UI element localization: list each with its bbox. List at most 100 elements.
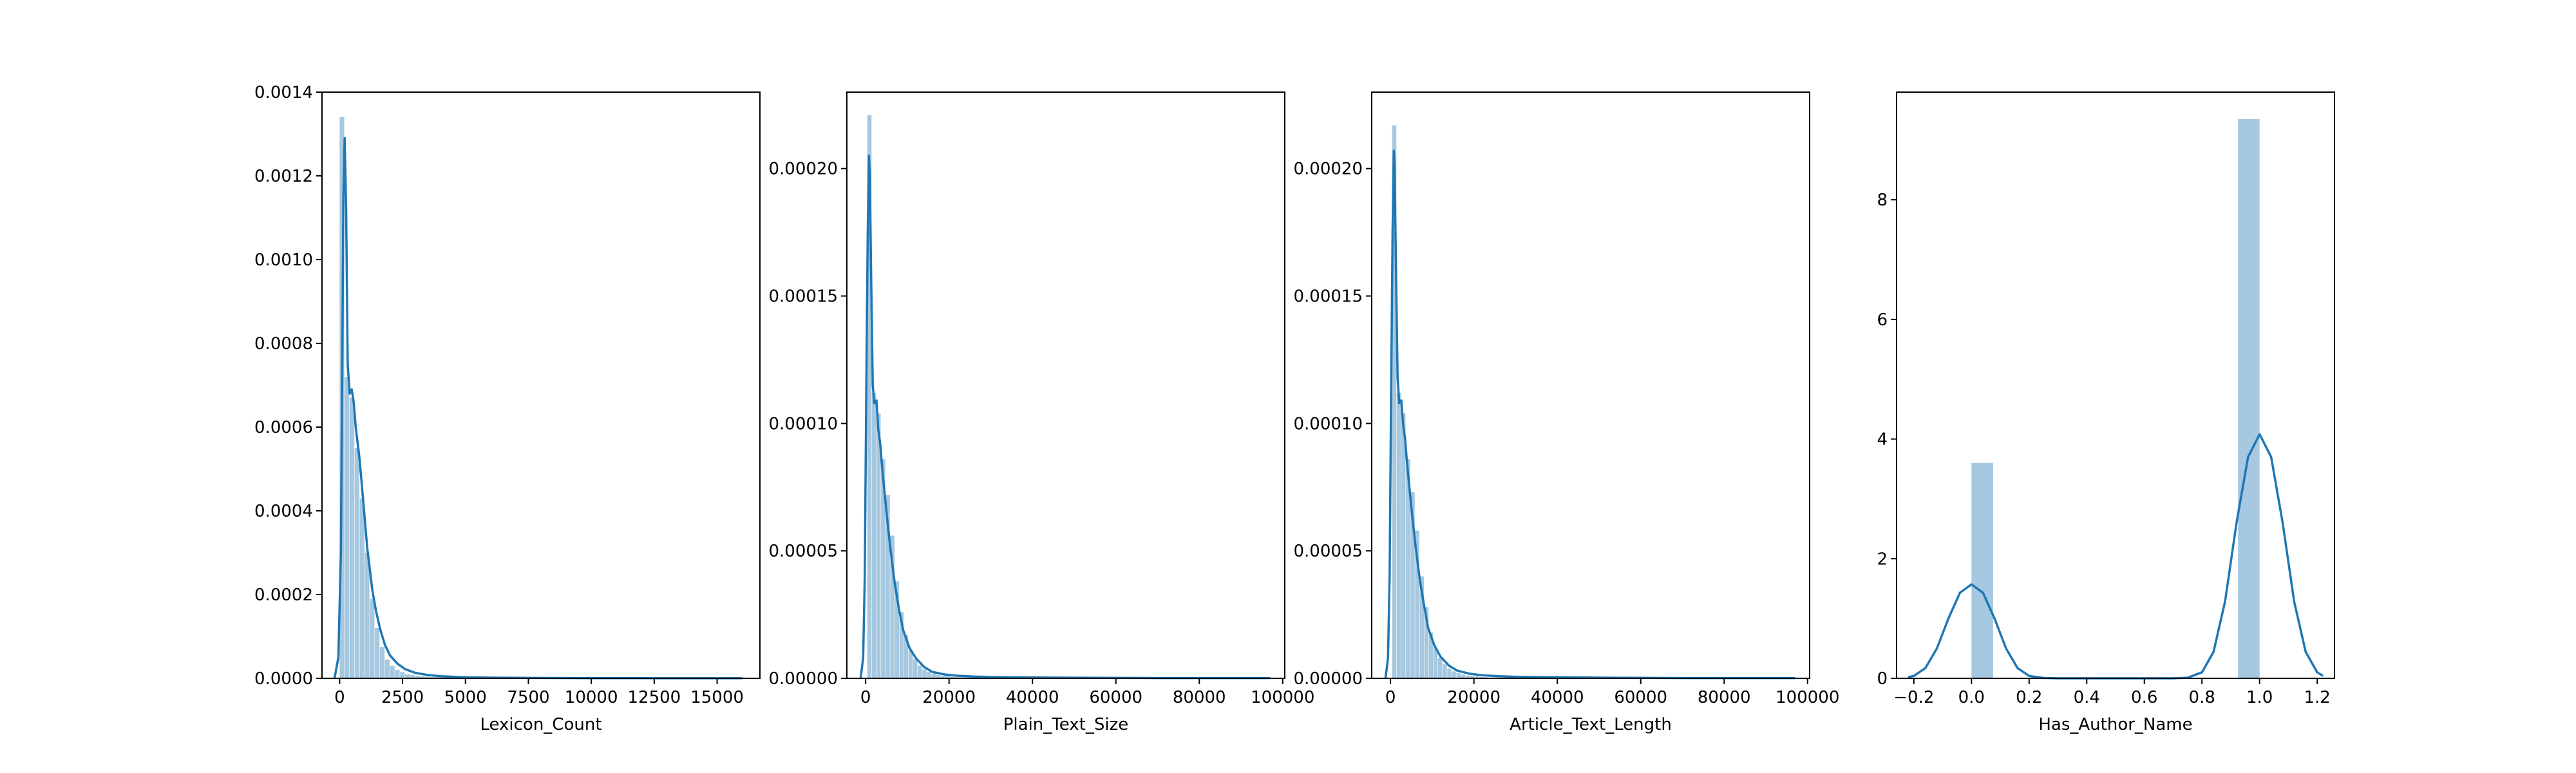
y-tick-label: 0.0012 — [254, 167, 313, 186]
y-tick-label: 0.00000 — [1293, 669, 1363, 689]
hist-bar — [886, 495, 890, 678]
hist-bar — [1474, 676, 1479, 678]
hist-bar — [390, 665, 395, 678]
hist-bar — [1437, 658, 1443, 678]
hist-bar — [1419, 576, 1424, 678]
x-axis-label: Has_Author_Name — [2038, 715, 2192, 734]
hist-bar — [927, 672, 931, 678]
y-tick-label: 4 — [1877, 430, 1888, 450]
hist-bar — [936, 674, 941, 678]
hist-bar — [1410, 492, 1415, 678]
hist-bar — [922, 669, 927, 678]
kde-line — [333, 137, 743, 680]
x-tick-label: 0.2 — [2016, 688, 2042, 707]
hist-bar — [1452, 671, 1456, 678]
x-tick-label: 0.6 — [2131, 688, 2157, 707]
x-axis-label: Lexicon_Count — [480, 715, 601, 734]
x-axis-label: Plain_Text_Size — [1003, 715, 1129, 734]
hist-bar — [899, 612, 904, 678]
y-tick-label: 0.0006 — [254, 418, 313, 437]
hist-bar — [375, 628, 380, 678]
hist-bar — [2238, 119, 2260, 679]
x-tick-label: 0.0 — [1958, 688, 1985, 707]
hist-bar — [918, 665, 922, 678]
x-tick-label: 0 — [1385, 688, 1396, 707]
hist-bar — [365, 553, 370, 678]
hist-bar — [876, 413, 881, 678]
x-tick-label: 12500 — [628, 688, 681, 707]
x-tick-label: 60000 — [1614, 688, 1667, 707]
x-tick-label: 20000 — [1447, 688, 1501, 707]
hist-bar — [1415, 530, 1419, 678]
hist-bar — [940, 676, 945, 678]
hist-bar — [1396, 392, 1401, 678]
hist-bar — [867, 115, 872, 678]
hist-bar — [1401, 413, 1406, 678]
hist-bar — [384, 659, 390, 678]
x-tick-label: 7500 — [507, 688, 549, 707]
x-tick-label: 0 — [334, 688, 345, 707]
kde-line — [859, 155, 1271, 680]
x-axis-label: Article_Text_Length — [1510, 715, 1672, 734]
kde-line — [1384, 149, 1795, 680]
x-tick-label: 10000 — [565, 688, 618, 707]
hist-bar — [1392, 125, 1397, 678]
y-tick-label: 0 — [1877, 669, 1888, 689]
hist-bar — [425, 676, 430, 678]
y-tick-label: 6 — [1877, 310, 1888, 330]
x-tick-label: 2500 — [381, 688, 424, 707]
x-tick-label: 40000 — [1006, 688, 1059, 707]
hist-bar — [1971, 463, 1993, 678]
hist-bar — [359, 498, 365, 678]
y-tick-label: 0.00005 — [1293, 542, 1363, 561]
hist-bar — [1461, 674, 1466, 678]
hist-bar — [354, 448, 360, 678]
hist-bar — [931, 673, 936, 678]
hist-bar — [349, 397, 355, 678]
hist-bar — [1465, 675, 1470, 678]
y-tick-label: 0.0010 — [254, 251, 313, 270]
hist-bar — [400, 672, 405, 678]
hist-bar — [379, 647, 385, 678]
hist-bar — [904, 635, 909, 678]
x-tick-label: 0 — [860, 688, 871, 707]
hist-bar — [1443, 664, 1447, 678]
hist-bar — [420, 676, 425, 678]
kde-line — [1908, 433, 2324, 680]
hist-bar — [913, 659, 918, 678]
y-tick-label: 0.0014 — [254, 83, 313, 102]
y-tick-label: 0.00020 — [768, 160, 838, 179]
y-tick-label: 0.00015 — [768, 287, 838, 307]
hist-bar — [908, 650, 913, 678]
hist-bar — [1406, 459, 1410, 678]
y-tick-label: 0.00005 — [768, 542, 838, 561]
x-tick-label: 80000 — [1173, 688, 1226, 707]
hist-bar — [890, 535, 895, 678]
axes-frame — [846, 91, 1285, 679]
hist-bar — [345, 377, 350, 678]
x-tick-label: 60000 — [1089, 688, 1142, 707]
y-tick-label: 2 — [1877, 549, 1888, 569]
subplot-4: −0.2 0.0 0.2 0.4 0.6 0.8 1.0 1.2 0 2 4 6 8 Has_Author… — [1877, 91, 2335, 734]
hist-bar — [881, 459, 886, 678]
y-tick-label: 0.0000 — [254, 669, 313, 689]
y-tick-label: 0.0004 — [254, 502, 313, 521]
x-tick-label: −0.2 — [1893, 688, 1934, 707]
y-tick-label: 8 — [1877, 191, 1888, 210]
hist-bar — [1428, 632, 1434, 678]
y-tick-label: 0.00010 — [1293, 414, 1363, 434]
x-tick-label: 40000 — [1531, 688, 1584, 707]
hist-bar — [1433, 647, 1438, 678]
subplot-2: 0 20000 40000 60000 80000 100000 0.00000 0.0000… — [768, 91, 1314, 734]
hist-bar — [1456, 673, 1461, 678]
hist-bar — [1447, 668, 1452, 678]
axes-frame — [1371, 91, 1810, 679]
hist-bar — [370, 598, 375, 678]
x-tick-label: 20000 — [922, 688, 976, 707]
y-tick-label: 0.00010 — [768, 414, 838, 434]
hist-bar — [1470, 676, 1475, 678]
x-tick-label: 80000 — [1698, 688, 1751, 707]
x-tick-label: 0.4 — [2074, 688, 2100, 707]
hist-bar — [410, 674, 415, 678]
